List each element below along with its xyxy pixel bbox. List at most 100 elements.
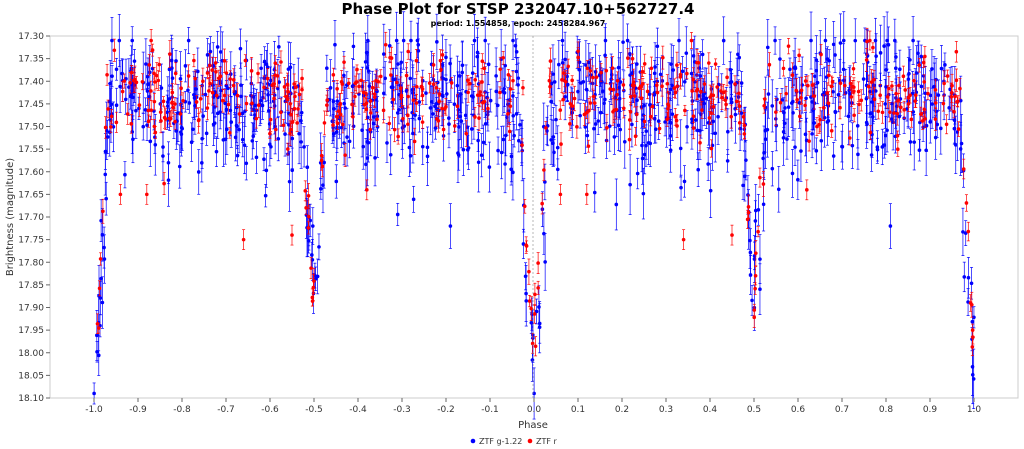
data-point bbox=[785, 118, 789, 160]
data-point bbox=[697, 78, 701, 114]
data-point bbox=[472, 13, 477, 68]
legend-marker-g bbox=[470, 438, 476, 444]
data-point bbox=[100, 276, 105, 329]
x-tick-label: 1.0 bbox=[967, 405, 982, 415]
data-point bbox=[791, 72, 795, 131]
data-point bbox=[108, 60, 112, 108]
data-point bbox=[763, 109, 768, 169]
y-tick-label: 18.00 bbox=[18, 349, 44, 359]
data-point bbox=[371, 109, 376, 138]
x-tick-label: -0.5 bbox=[305, 405, 323, 415]
data-point bbox=[186, 27, 191, 55]
data-point bbox=[919, 56, 924, 117]
x-tick-label: -0.2 bbox=[437, 405, 455, 415]
data-point bbox=[770, 79, 775, 133]
data-point bbox=[417, 87, 422, 117]
data-point bbox=[648, 119, 653, 168]
data-point bbox=[831, 21, 836, 68]
data-point bbox=[912, 73, 916, 88]
data-point bbox=[958, 121, 963, 176]
data-point bbox=[966, 257, 971, 299]
data-point bbox=[635, 157, 640, 190]
data-point bbox=[359, 69, 364, 92]
data-point bbox=[204, 120, 209, 146]
data-point bbox=[103, 153, 108, 196]
data-point bbox=[796, 159, 800, 200]
data-point bbox=[833, 97, 838, 128]
data-point bbox=[885, 11, 889, 70]
data-point bbox=[195, 47, 200, 96]
data-point bbox=[630, 53, 635, 64]
data-point bbox=[102, 226, 106, 269]
data-point bbox=[838, 13, 843, 73]
data-point bbox=[435, 111, 439, 127]
data-point bbox=[347, 124, 352, 159]
data-point bbox=[554, 105, 558, 135]
x-tick-label: -0.4 bbox=[349, 405, 367, 415]
data-point bbox=[221, 112, 226, 167]
data-point bbox=[708, 163, 713, 218]
data-point bbox=[406, 84, 410, 109]
data-point bbox=[459, 74, 463, 113]
data-point bbox=[110, 17, 114, 64]
x-tick-label: 0.1 bbox=[571, 405, 585, 415]
data-point bbox=[555, 158, 560, 181]
data-point bbox=[290, 147, 295, 193]
data-point bbox=[577, 39, 581, 101]
data-point bbox=[479, 133, 484, 178]
data-point bbox=[254, 140, 259, 174]
data-point bbox=[424, 81, 428, 105]
data-point bbox=[908, 128, 913, 156]
data-point bbox=[696, 152, 701, 187]
data-point bbox=[365, 129, 369, 155]
data-point bbox=[883, 116, 888, 156]
data-point bbox=[483, 16, 488, 65]
data-point bbox=[433, 81, 437, 132]
data-point bbox=[933, 107, 938, 131]
data-point bbox=[773, 26, 777, 55]
data-point bbox=[471, 83, 475, 110]
data-point bbox=[302, 126, 306, 168]
y-axis-label: Brightness (magnitude) bbox=[5, 158, 16, 276]
data-point bbox=[675, 51, 679, 79]
data-point bbox=[407, 118, 412, 177]
data-point bbox=[543, 233, 547, 291]
y-tick-label: 17.50 bbox=[18, 123, 44, 133]
data-point bbox=[516, 62, 521, 94]
data-point bbox=[276, 116, 281, 162]
data-point bbox=[848, 65, 852, 123]
data-point bbox=[205, 38, 210, 72]
data-point bbox=[513, 33, 518, 58]
data-point bbox=[441, 61, 446, 96]
data-point bbox=[602, 82, 606, 125]
data-point bbox=[251, 123, 256, 150]
data-point bbox=[663, 107, 667, 137]
data-point bbox=[211, 102, 216, 146]
data-point bbox=[902, 100, 907, 119]
data-point bbox=[586, 43, 591, 82]
data-point bbox=[809, 11, 813, 70]
data-point bbox=[117, 13, 122, 68]
y-tick-label: 17.30 bbox=[18, 32, 44, 42]
data-point bbox=[552, 58, 557, 106]
data-point bbox=[963, 220, 968, 246]
x-tick-label: -0.1 bbox=[481, 405, 499, 415]
data-point bbox=[765, 101, 770, 158]
data-point bbox=[511, 91, 516, 140]
data-point bbox=[110, 65, 114, 88]
data-point bbox=[584, 40, 588, 90]
data-point bbox=[482, 62, 487, 75]
data-point bbox=[363, 32, 368, 91]
data-point bbox=[98, 252, 103, 266]
x-tick-label: 0.7 bbox=[835, 405, 849, 415]
data-point bbox=[939, 102, 943, 155]
data-point bbox=[452, 75, 457, 134]
data-point bbox=[693, 108, 698, 132]
data-point bbox=[682, 165, 687, 198]
data-point bbox=[391, 67, 396, 92]
x-tick-label: 0.4 bbox=[703, 405, 718, 415]
data-point bbox=[250, 94, 254, 112]
data-point bbox=[814, 137, 819, 165]
data-point bbox=[955, 103, 960, 161]
data-point bbox=[776, 165, 781, 213]
